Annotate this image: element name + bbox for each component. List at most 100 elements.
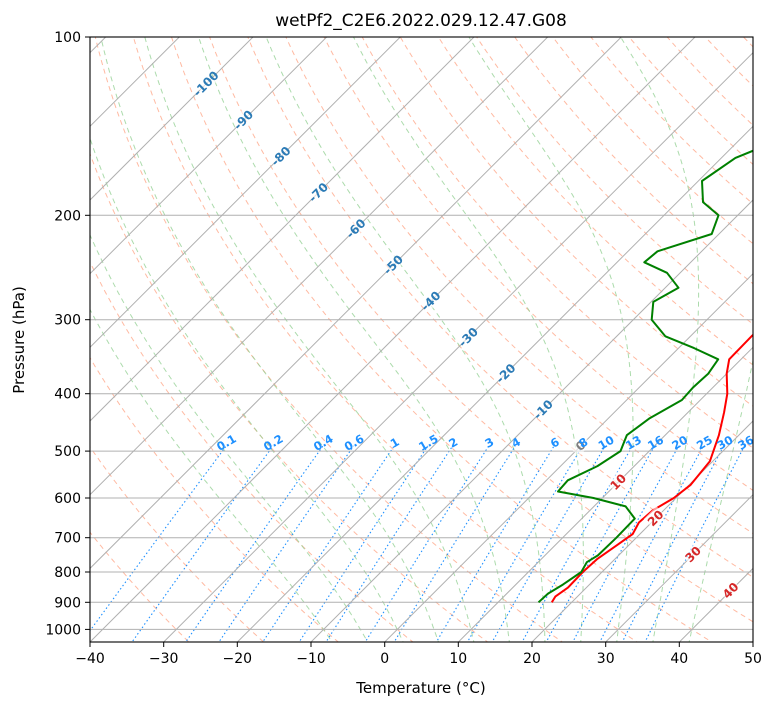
moist-adiabat-line [90,233,369,642]
isotherm-line [90,37,549,496]
isotherm-label-backdrop [568,433,592,457]
plot-frame [89,36,754,643]
isotherm-line [236,125,753,642]
dry-adiabat-line [514,37,753,285]
x-tick-label: −40 [75,651,105,667]
moist-adiabat-line [90,136,404,642]
mixing-ratio-line [262,445,395,642]
isotherm-line [0,10,59,654]
isotherm-label-backdrop [606,470,629,493]
dry-adiabat-line [247,37,753,578]
isotherm-line [604,493,753,642]
mixing-ratio-label: 0.1 [214,431,239,453]
dry-adiabat-line [285,37,753,535]
mixing-ratio-line [545,445,656,642]
mixing-ratio-line [644,445,746,642]
isotherm-label-backdrop [681,542,704,566]
moist-adiabat-line [90,308,333,642]
mixing-ratio-label: 0.4 [311,431,336,453]
moist-adiabat-line [265,37,546,642]
mixing-ratio-label: 4 [509,435,523,451]
y-tick-label: 900 [54,595,81,611]
isotherm-label-backdrop [306,180,330,204]
dry-adiabat-line [90,152,489,642]
x-tick-label: 10 [449,651,467,667]
y-tick-label: 500 [54,444,81,460]
mixing-ratio-label: 0.6 [342,431,367,453]
dry-adiabat-line [209,37,753,623]
mixing-ratio-label: 25 [694,433,715,453]
y-tick-label: 300 [54,313,81,329]
dry-adiabat-line [755,10,775,654]
isotherm-line [310,199,753,642]
moist-adiabat-line [468,37,634,642]
y-tick-label: 1000 [45,622,81,638]
axis-ticks: −40 −30 −20 −10 0 10 20 30 40 5010020030040050060… [45,30,762,667]
isotherm-line [752,641,753,642]
dewpoint-profile [537,149,753,604]
moist-adiabat-line [688,358,753,642]
mixing-ratio-label: 13 [623,433,644,453]
mixing-ratio-label: 30 [715,433,736,453]
isotherm-label-backdrop [531,397,554,421]
isotherm-label-backdrop [718,578,742,602]
chart-title: wetPf2_C2E6.2022.029.12.47.G08 [275,11,567,31]
mixing-ratio-line [466,445,584,642]
moist-adiabat-line [352,37,584,642]
isotherm-label-backdrop [643,506,667,529]
x-tick-label: 30 [597,651,615,667]
mixing-ratio-line [491,445,606,642]
dry-adiabat-line [94,37,564,642]
isotherm-line [90,37,623,570]
y-tick-label: 400 [54,387,81,403]
x-tick-label: 20 [523,651,541,667]
mixing-ratio-line [218,445,355,642]
moist-adiabat-line [620,37,700,642]
isotherm-label-backdrop [456,325,480,348]
mixing-ratio-label: 10 [596,433,617,453]
x-axis-title: Temperature (°C) [355,679,485,697]
x-tick-label: 40 [670,651,688,667]
mixing-ratio-line [621,445,725,642]
dry-adiabat-line [399,37,753,407]
isotherm-line [90,37,254,201]
mixing-ratio-line [393,445,516,642]
dry-adiabat-line [170,37,713,642]
sounding-profiles [537,149,753,604]
mixing-ratio-line [325,445,454,642]
dry-adiabat-line [90,260,414,642]
isotherm-label-backdrop [493,361,517,385]
mixing-ratio-label: 20 [669,433,690,453]
mixing-ratio-line [90,445,227,632]
dry-adiabat-line [90,446,265,642]
isotherm-line [457,346,753,642]
isotherm-label-backdrop [381,252,405,276]
x-tick-label: −20 [223,651,253,667]
isotherm-label-backdrop [268,144,292,167]
isotherm-label-backdrop [418,289,442,312]
dry-adiabat-line [90,356,340,642]
x-tick-label: 0 [380,651,389,667]
y-axis-title: Pressure (hPa) [10,286,28,394]
isotherm-line [90,37,475,422]
y-tick-label: 100 [54,30,81,46]
mixing-ratio-line [298,445,429,642]
y-tick-label: 200 [54,208,81,224]
isotherm-label-backdrop [343,216,367,240]
mixing-ratio-label: 1.5 [416,431,441,453]
y-tick-label: 600 [54,491,81,507]
mixing-ratio-line [185,445,324,642]
moist-adiabat-line [198,37,510,642]
dry-adiabat-line [476,37,753,325]
dry-adiabat-line [132,37,638,642]
isotherm-line [90,37,328,275]
mixing-ratio-label: 3 [482,435,496,451]
isotherm-line [90,37,696,642]
mixing-ratio-label: 36 [735,433,756,453]
temperature-profile [550,333,753,603]
dry-adiabat-line [742,37,753,48]
mixing-ratio-label: 6 [548,435,562,451]
dry-adiabat-line [361,37,753,449]
isotherm-label-backdrop [194,71,217,95]
moist-adiabat-line [100,37,440,642]
